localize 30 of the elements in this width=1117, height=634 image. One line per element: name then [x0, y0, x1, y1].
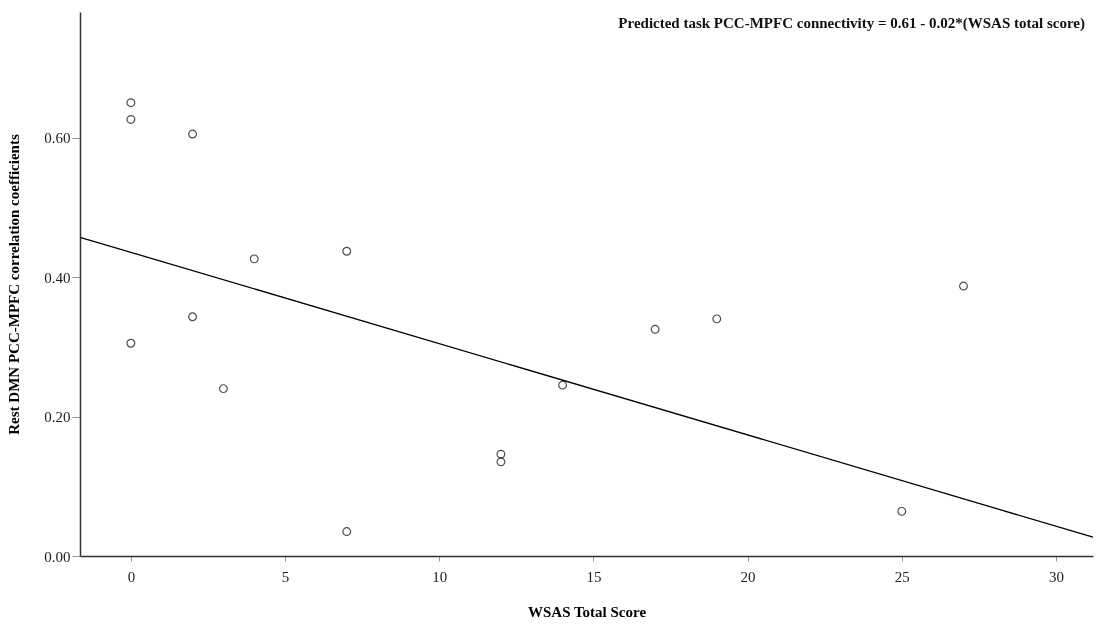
point: [188, 129, 198, 139]
point: [342, 527, 352, 537]
point: [249, 254, 259, 264]
point: [126, 338, 136, 348]
x-tick-label: 25: [894, 568, 910, 585]
y-tick-label: 0.20: [44, 409, 71, 426]
y-axis-title: Rest DMN PCC-MPFC correlation coefficients: [6, 134, 23, 435]
x-tick-label: 10: [432, 568, 448, 585]
point: [558, 380, 568, 390]
point: [959, 281, 968, 291]
point: [188, 312, 198, 322]
x-tick-label: 5: [281, 568, 290, 585]
y-tick-label: 0.00: [44, 548, 71, 565]
x-tick-label: 15: [586, 568, 602, 585]
x-tick-label: 20: [740, 568, 756, 585]
point: [496, 457, 506, 467]
point: [650, 324, 660, 334]
point: [126, 114, 136, 124]
x-tick-label: 30: [1049, 568, 1064, 585]
point: [712, 314, 722, 324]
annotation: Predicted task PCC-MPFC connectivity = 0.61 - 0.02*(WSAS total score): [618, 15, 1085, 32]
x-tick-label: 0: [127, 568, 136, 585]
point: [496, 449, 506, 459]
point: [126, 98, 136, 108]
x-axis-title: WSAS Total Score: [527, 603, 647, 620]
point: [218, 384, 228, 394]
point: [342, 246, 352, 256]
y-tick-label: 0.40: [44, 269, 71, 286]
point: [897, 506, 907, 516]
y-tick-label: 0.60: [44, 130, 71, 147]
